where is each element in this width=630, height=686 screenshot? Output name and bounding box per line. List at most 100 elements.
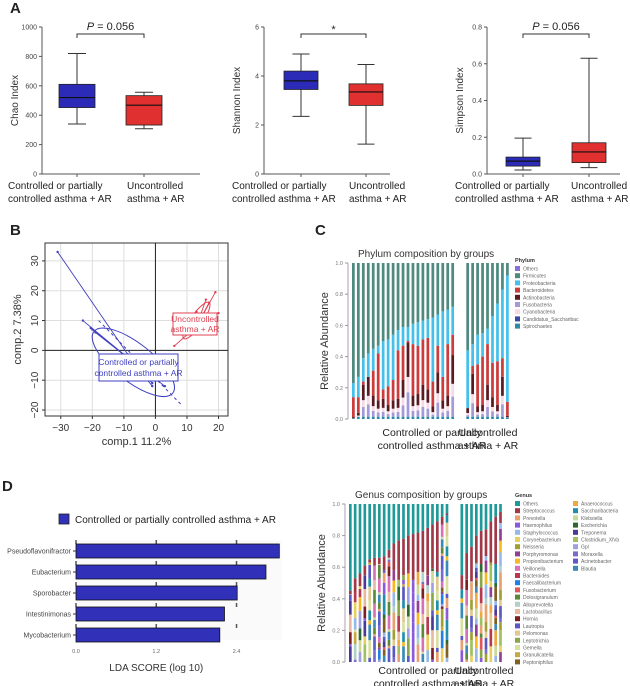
bar-segment — [387, 648, 391, 662]
bar-segment-firmicutes — [466, 263, 470, 351]
bar-segment — [421, 581, 425, 585]
bar-segment-actinobacteria — [491, 397, 494, 407]
data-point — [89, 326, 92, 330]
bar-segment — [426, 650, 429, 662]
bar-segment — [387, 645, 391, 649]
bar-segment — [402, 584, 405, 587]
legend-label: Lactobacillus — [523, 610, 552, 616]
bar-segment-firmicutes — [481, 263, 484, 334]
bar-segment — [368, 578, 371, 587]
bar-segment — [373, 627, 376, 635]
bar-segment-proteobacteria — [441, 311, 445, 377]
bar-segment-proteobacteria — [421, 320, 425, 340]
significance-bracket — [522, 33, 590, 38]
y-tick-label: 2 — [255, 123, 259, 130]
bar-segment-streptococcus — [397, 540, 400, 580]
legend-label: Fusobacterium — [523, 588, 556, 594]
bar-segment-proteobacteria — [426, 319, 430, 338]
bar-segment — [416, 624, 420, 639]
bar-segment — [378, 649, 381, 660]
bar-segment — [501, 416, 504, 419]
bar-segment-bacteroidetes — [361, 381, 365, 385]
legend-label: Staphylococcus — [523, 530, 559, 536]
bar-segment-bacteroidetes — [376, 353, 380, 401]
x-tick-label: 1.2 — [152, 649, 160, 655]
y-tick-label: 600 — [25, 83, 37, 90]
bar-segment — [416, 644, 420, 662]
bar-segment — [349, 594, 352, 595]
bar-segment-others — [397, 504, 400, 541]
bar-segment — [411, 592, 415, 603]
bar-segment — [479, 625, 483, 634]
bar-segment — [475, 567, 478, 572]
bar-segment — [376, 412, 380, 417]
bar-segment-actinobacteria — [496, 404, 499, 412]
bar-segment — [426, 402, 430, 409]
lda-bar — [75, 564, 267, 580]
bar-segment — [431, 568, 434, 571]
bar-segment-firmicutes — [471, 263, 474, 345]
bar-segment — [416, 410, 420, 417]
bar-segment — [373, 636, 376, 651]
bar-segment — [484, 560, 488, 573]
bar-segment — [407, 570, 410, 574]
bar-segment — [386, 416, 390, 419]
bar-segment — [378, 592, 381, 595]
bar-segment — [407, 628, 410, 639]
bar-segment — [436, 630, 439, 648]
bar-segment-actinobacteria — [446, 395, 450, 407]
x-category-label: controlled asthma + AR — [232, 194, 336, 205]
category-label: Sporobacter — [33, 591, 72, 598]
bar-segment-actinobacteria — [352, 417, 355, 419]
bar-segment — [402, 646, 405, 662]
bar-segment-actinobacteria — [371, 395, 375, 407]
bar-segment-actinobacteria — [476, 406, 479, 413]
bar-segment — [441, 408, 445, 413]
bar-segment — [401, 397, 405, 406]
bar-segment — [446, 406, 450, 411]
y-tick-label: 0.4 — [335, 355, 343, 361]
bar-segment — [479, 587, 483, 604]
legend-swatch — [515, 637, 520, 643]
bar-segment — [445, 607, 449, 620]
bar-segment — [392, 639, 396, 646]
bar-segment-streptococcus — [440, 516, 444, 525]
bar-segment — [440, 569, 444, 582]
bar-segment-proteobacteria — [416, 322, 420, 346]
bar-segment — [484, 556, 488, 561]
bar-segment — [440, 591, 444, 595]
bar-segment — [489, 565, 493, 581]
bar-segment-firmicutes — [506, 263, 509, 276]
bar-segment — [382, 594, 386, 613]
bar-segment-proteobacteria — [376, 345, 380, 354]
bar-segment — [361, 406, 365, 417]
bar-segment-others — [489, 504, 493, 522]
bar-segment — [368, 564, 371, 579]
x-tick-label: −20 — [84, 423, 101, 434]
bar-segment — [402, 600, 405, 609]
bar-segment — [426, 593, 429, 602]
bar-segment — [353, 643, 357, 660]
bar-segment — [421, 653, 425, 662]
phylum-composition-chart: 0.0 0.2 0.4 0.6 0.8 1.0 Phylum composition by … — [319, 249, 579, 452]
legend-swatch — [515, 273, 520, 279]
data-point — [214, 291, 217, 294]
bar-segment-actinobacteria — [396, 398, 400, 408]
bar-segment — [426, 601, 429, 617]
legend-title: Phylum — [515, 258, 535, 264]
legend-label: Porphyromonas — [523, 552, 559, 558]
legend-label: Anaerococcus — [581, 502, 613, 508]
bar-segment — [460, 589, 464, 599]
bar-segment — [499, 552, 502, 567]
bar-segment-proteobacteria — [352, 383, 355, 398]
bar-segment — [465, 615, 468, 630]
box — [283, 70, 319, 90]
bar-segment-bacteroidetes — [416, 345, 420, 395]
y-tick-label: 0 — [255, 172, 259, 179]
y-tick-label: 0.2 — [335, 386, 343, 392]
legend-swatch — [515, 580, 520, 586]
bar-segment — [440, 547, 444, 554]
bar-segment-streptococcus — [402, 538, 405, 576]
bar-segment-proteobacteria — [381, 341, 385, 390]
bar-segment-bacteroidetes — [496, 361, 499, 405]
